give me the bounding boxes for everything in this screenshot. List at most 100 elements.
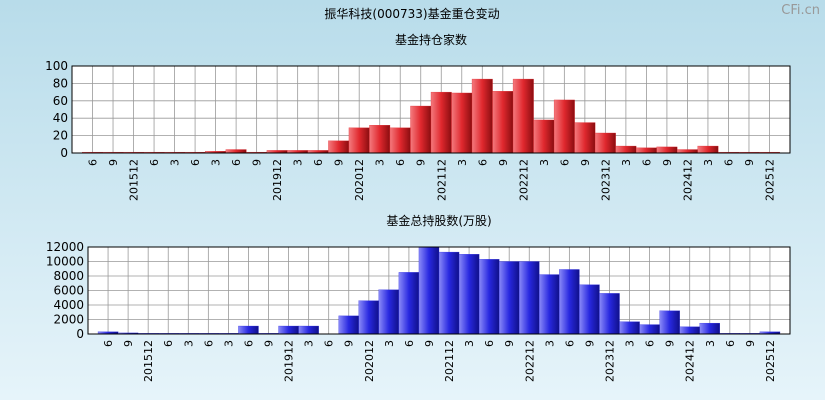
x-tick-label: 3 (702, 159, 715, 166)
bar (298, 325, 319, 335)
x-tick-label: 6 (242, 340, 255, 347)
x-tick-label: 6 (403, 340, 416, 347)
bar (559, 269, 580, 335)
bar (499, 261, 520, 335)
x-tick-label: 202312 (599, 159, 612, 201)
bar (677, 149, 698, 154)
x-tick-label: 6 (563, 340, 576, 347)
bar (574, 122, 596, 154)
x-tick-label: 9 (263, 340, 276, 347)
x-tick-label: 202512 (763, 159, 776, 201)
bar (418, 246, 440, 335)
bar (478, 259, 500, 335)
y-tick-label: 2000 (53, 313, 84, 327)
x-tick-label: 3 (182, 340, 195, 347)
x-tick-label: 201512 (142, 340, 155, 382)
page-title: 振华科技(000733)基金重仓变动 (324, 6, 499, 21)
x-tick-label: 6 (483, 340, 496, 347)
x-tick-label: 202212 (523, 340, 536, 382)
y-tick-label: 20 (53, 129, 68, 143)
x-tick-label: 3 (210, 159, 223, 166)
bar (328, 140, 350, 154)
x-tick-label: 9 (333, 159, 346, 166)
x-tick-label: 202412 (681, 159, 694, 201)
bar (471, 78, 493, 154)
x-tick-label: 201912 (283, 340, 296, 382)
bar (410, 105, 432, 154)
bar (338, 315, 359, 335)
x-tick-label: 6 (724, 340, 737, 347)
x-tick-label: 6 (102, 340, 115, 347)
x-tick-label: 3 (538, 159, 551, 166)
x-tick-label: 9 (497, 159, 510, 166)
x-tick-label: 6 (476, 159, 489, 166)
bar (656, 146, 678, 154)
x-tick-label: 202012 (363, 340, 376, 382)
y-tick-label: 40 (53, 111, 68, 125)
x-tick-label: 9 (503, 340, 516, 347)
x-tick-label: 3 (456, 159, 469, 166)
x-tick-label: 9 (743, 159, 756, 166)
chart-title: 基金持仓家数 (395, 32, 467, 47)
x-tick-label: 9 (583, 340, 596, 347)
x-tick-label: 202412 (684, 340, 697, 382)
bar (533, 119, 555, 154)
x-tick-label: 6 (230, 159, 243, 166)
x-tick-label: 6 (640, 159, 653, 166)
bar (519, 261, 540, 335)
y-tick-label: 0 (76, 327, 84, 341)
x-tick-label: 6 (148, 159, 161, 166)
y-tick-label: 10000 (46, 255, 84, 269)
x-tick-label: 3 (704, 340, 717, 347)
bar (697, 145, 719, 154)
bar (579, 284, 600, 335)
x-tick-label: 9 (107, 159, 120, 166)
x-tick-label: 9 (579, 159, 592, 166)
bar (438, 251, 460, 335)
x-tick-label: 6 (312, 159, 325, 166)
y-tick-label: 100 (45, 59, 68, 73)
y-tick-label: 4000 (53, 298, 84, 312)
bar (679, 326, 700, 335)
x-tick-label: 3 (624, 340, 637, 347)
y-tick-label: 12000 (46, 240, 84, 254)
bar (539, 274, 560, 335)
bar (699, 322, 720, 335)
y-tick-label: 60 (53, 94, 68, 108)
bar (378, 289, 400, 335)
chart-title: 基金总持股数(万股) (386, 213, 491, 228)
bar (225, 149, 247, 154)
bar (430, 91, 452, 154)
bar (278, 325, 299, 335)
x-tick-label: 3 (374, 159, 387, 166)
bar (615, 145, 637, 154)
bar (451, 92, 473, 154)
x-tick-label: 201912 (271, 159, 284, 201)
x-tick-label: 3 (463, 340, 476, 347)
x-tick-label: 6 (323, 340, 336, 347)
x-tick-label: 3 (620, 159, 633, 166)
x-tick-label: 202112 (435, 159, 448, 201)
y-tick-label: 80 (53, 76, 68, 90)
bar (348, 127, 370, 154)
x-tick-label: 201512 (128, 159, 141, 201)
x-tick-label: 6 (162, 340, 175, 347)
x-tick-label: 9 (423, 340, 436, 347)
x-tick-label: 9 (664, 340, 677, 347)
x-tick-label: 202012 (353, 159, 366, 201)
x-tick-label: 6 (87, 159, 100, 166)
bar (458, 254, 480, 335)
bar (238, 325, 259, 335)
x-tick-label: 3 (303, 340, 316, 347)
bar (639, 324, 660, 335)
x-tick-label: 6 (394, 159, 407, 166)
x-tick-label: 6 (202, 340, 215, 347)
bar (389, 127, 411, 154)
watermark: CFi.cn (781, 3, 820, 18)
x-tick-label: 6 (722, 159, 735, 166)
bar (635, 147, 657, 154)
x-tick-label: 202512 (764, 340, 777, 382)
x-tick-label: 3 (543, 340, 556, 347)
bar (512, 78, 534, 154)
